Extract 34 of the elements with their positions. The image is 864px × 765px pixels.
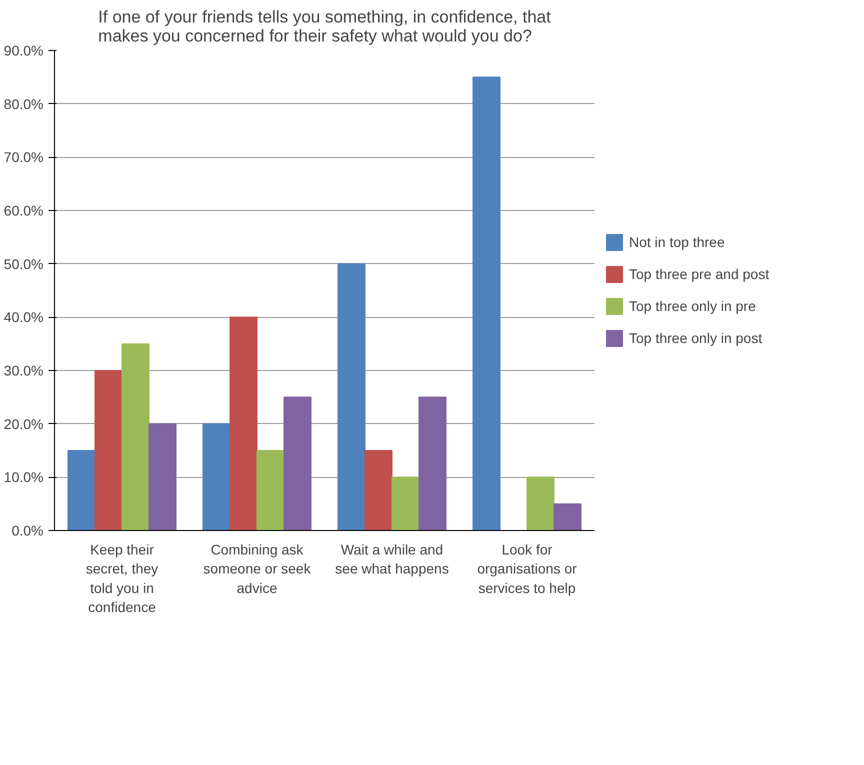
bar <box>122 343 150 530</box>
bar <box>418 396 446 530</box>
chart-title: If one of your friends tells you something, in confidence, that makes you concerned for their safety what would you do? <box>98 8 552 46</box>
x-tick-label: Keep their secret, they told you in confidence <box>86 542 158 616</box>
legend-label: Top three pre and post <box>629 266 770 282</box>
x-tick-label: Combining ask someone or seek advice <box>203 542 312 596</box>
bar <box>526 476 554 530</box>
bar <box>364 450 392 530</box>
y-tick-label: 30.0% <box>4 362 44 378</box>
x-tick-label: Wait a while and see what happens <box>335 542 449 577</box>
y-tick-label: 60.0% <box>4 202 44 218</box>
y-tick-label: 10.0% <box>4 469 44 486</box>
bar <box>338 263 366 530</box>
bar <box>68 450 96 530</box>
legend-label: Top three only in post <box>629 330 762 346</box>
y-tick-label: 70.0% <box>4 149 44 166</box>
x-tick-label: Look for organisations or services to help <box>477 542 578 596</box>
y-tick-label: 20.0% <box>4 416 44 432</box>
bar <box>472 76 500 530</box>
bar <box>202 423 230 530</box>
bar <box>256 450 284 530</box>
y-tick-label: 50.0% <box>4 256 44 272</box>
y-tick-label: 40.0% <box>4 309 44 326</box>
y-tick-label: 90.0% <box>4 42 44 58</box>
y-tick-label: 80.0% <box>4 96 44 112</box>
legend-label: Top three only in pre <box>629 298 756 314</box>
bar <box>284 396 312 530</box>
bar <box>392 476 420 530</box>
legend-label: Not in top three <box>629 234 725 250</box>
bar <box>554 503 582 530</box>
bar <box>230 316 258 530</box>
bar <box>94 370 122 530</box>
bar <box>148 423 176 530</box>
y-tick-label: 0.0% <box>12 522 44 538</box>
